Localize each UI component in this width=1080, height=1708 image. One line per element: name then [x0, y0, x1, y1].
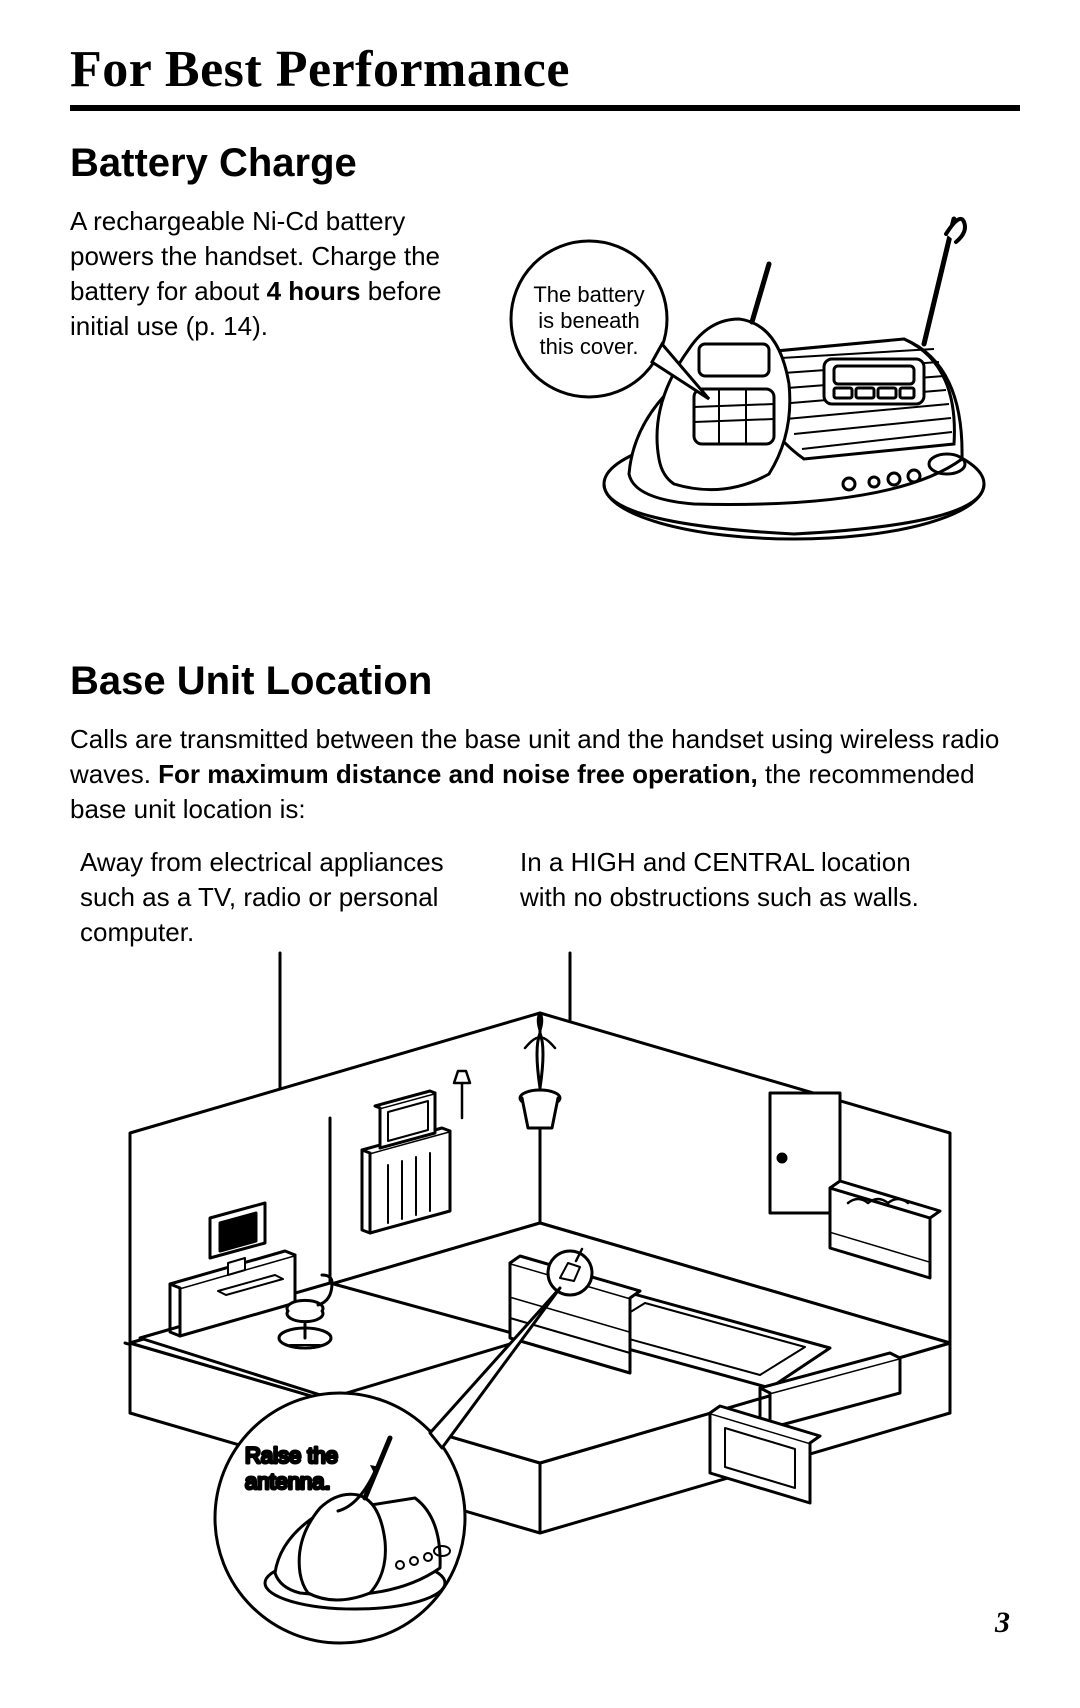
title-rule	[70, 105, 1020, 111]
phone-illustration: The battery is beneath this cover.	[494, 204, 1020, 579]
battery-heading: Battery Charge	[70, 141, 1020, 186]
battery-callout-line3: this cover.	[539, 334, 638, 359]
battery-callout-line1: The battery	[533, 282, 644, 307]
antenna-callout-line1: Raise the	[245, 1443, 338, 1468]
page-number: 3	[995, 1606, 1010, 1640]
room-illustration: Raise the antenna.	[70, 943, 1020, 1668]
caption-away-from-appliances: Away from electrical appliances such as …	[80, 845, 460, 950]
battery-text-bold: 4 hours	[267, 276, 361, 306]
page-title: For Best Performance	[70, 40, 1020, 99]
base-text-bold: For maximum distance and noise free oper…	[158, 759, 758, 789]
battery-paragraph: A rechargeable Ni-Cd battery powers the …	[70, 204, 470, 344]
caption-high-central: In a HIGH and CENTRAL location with no o…	[520, 845, 920, 950]
base-paragraph: Calls are transmitted between the base u…	[70, 722, 1020, 827]
battery-callout-line2: is beneath	[538, 308, 640, 333]
antenna-callout-line2: antenna.	[245, 1469, 331, 1494]
base-heading: Base Unit Location	[70, 659, 1020, 704]
